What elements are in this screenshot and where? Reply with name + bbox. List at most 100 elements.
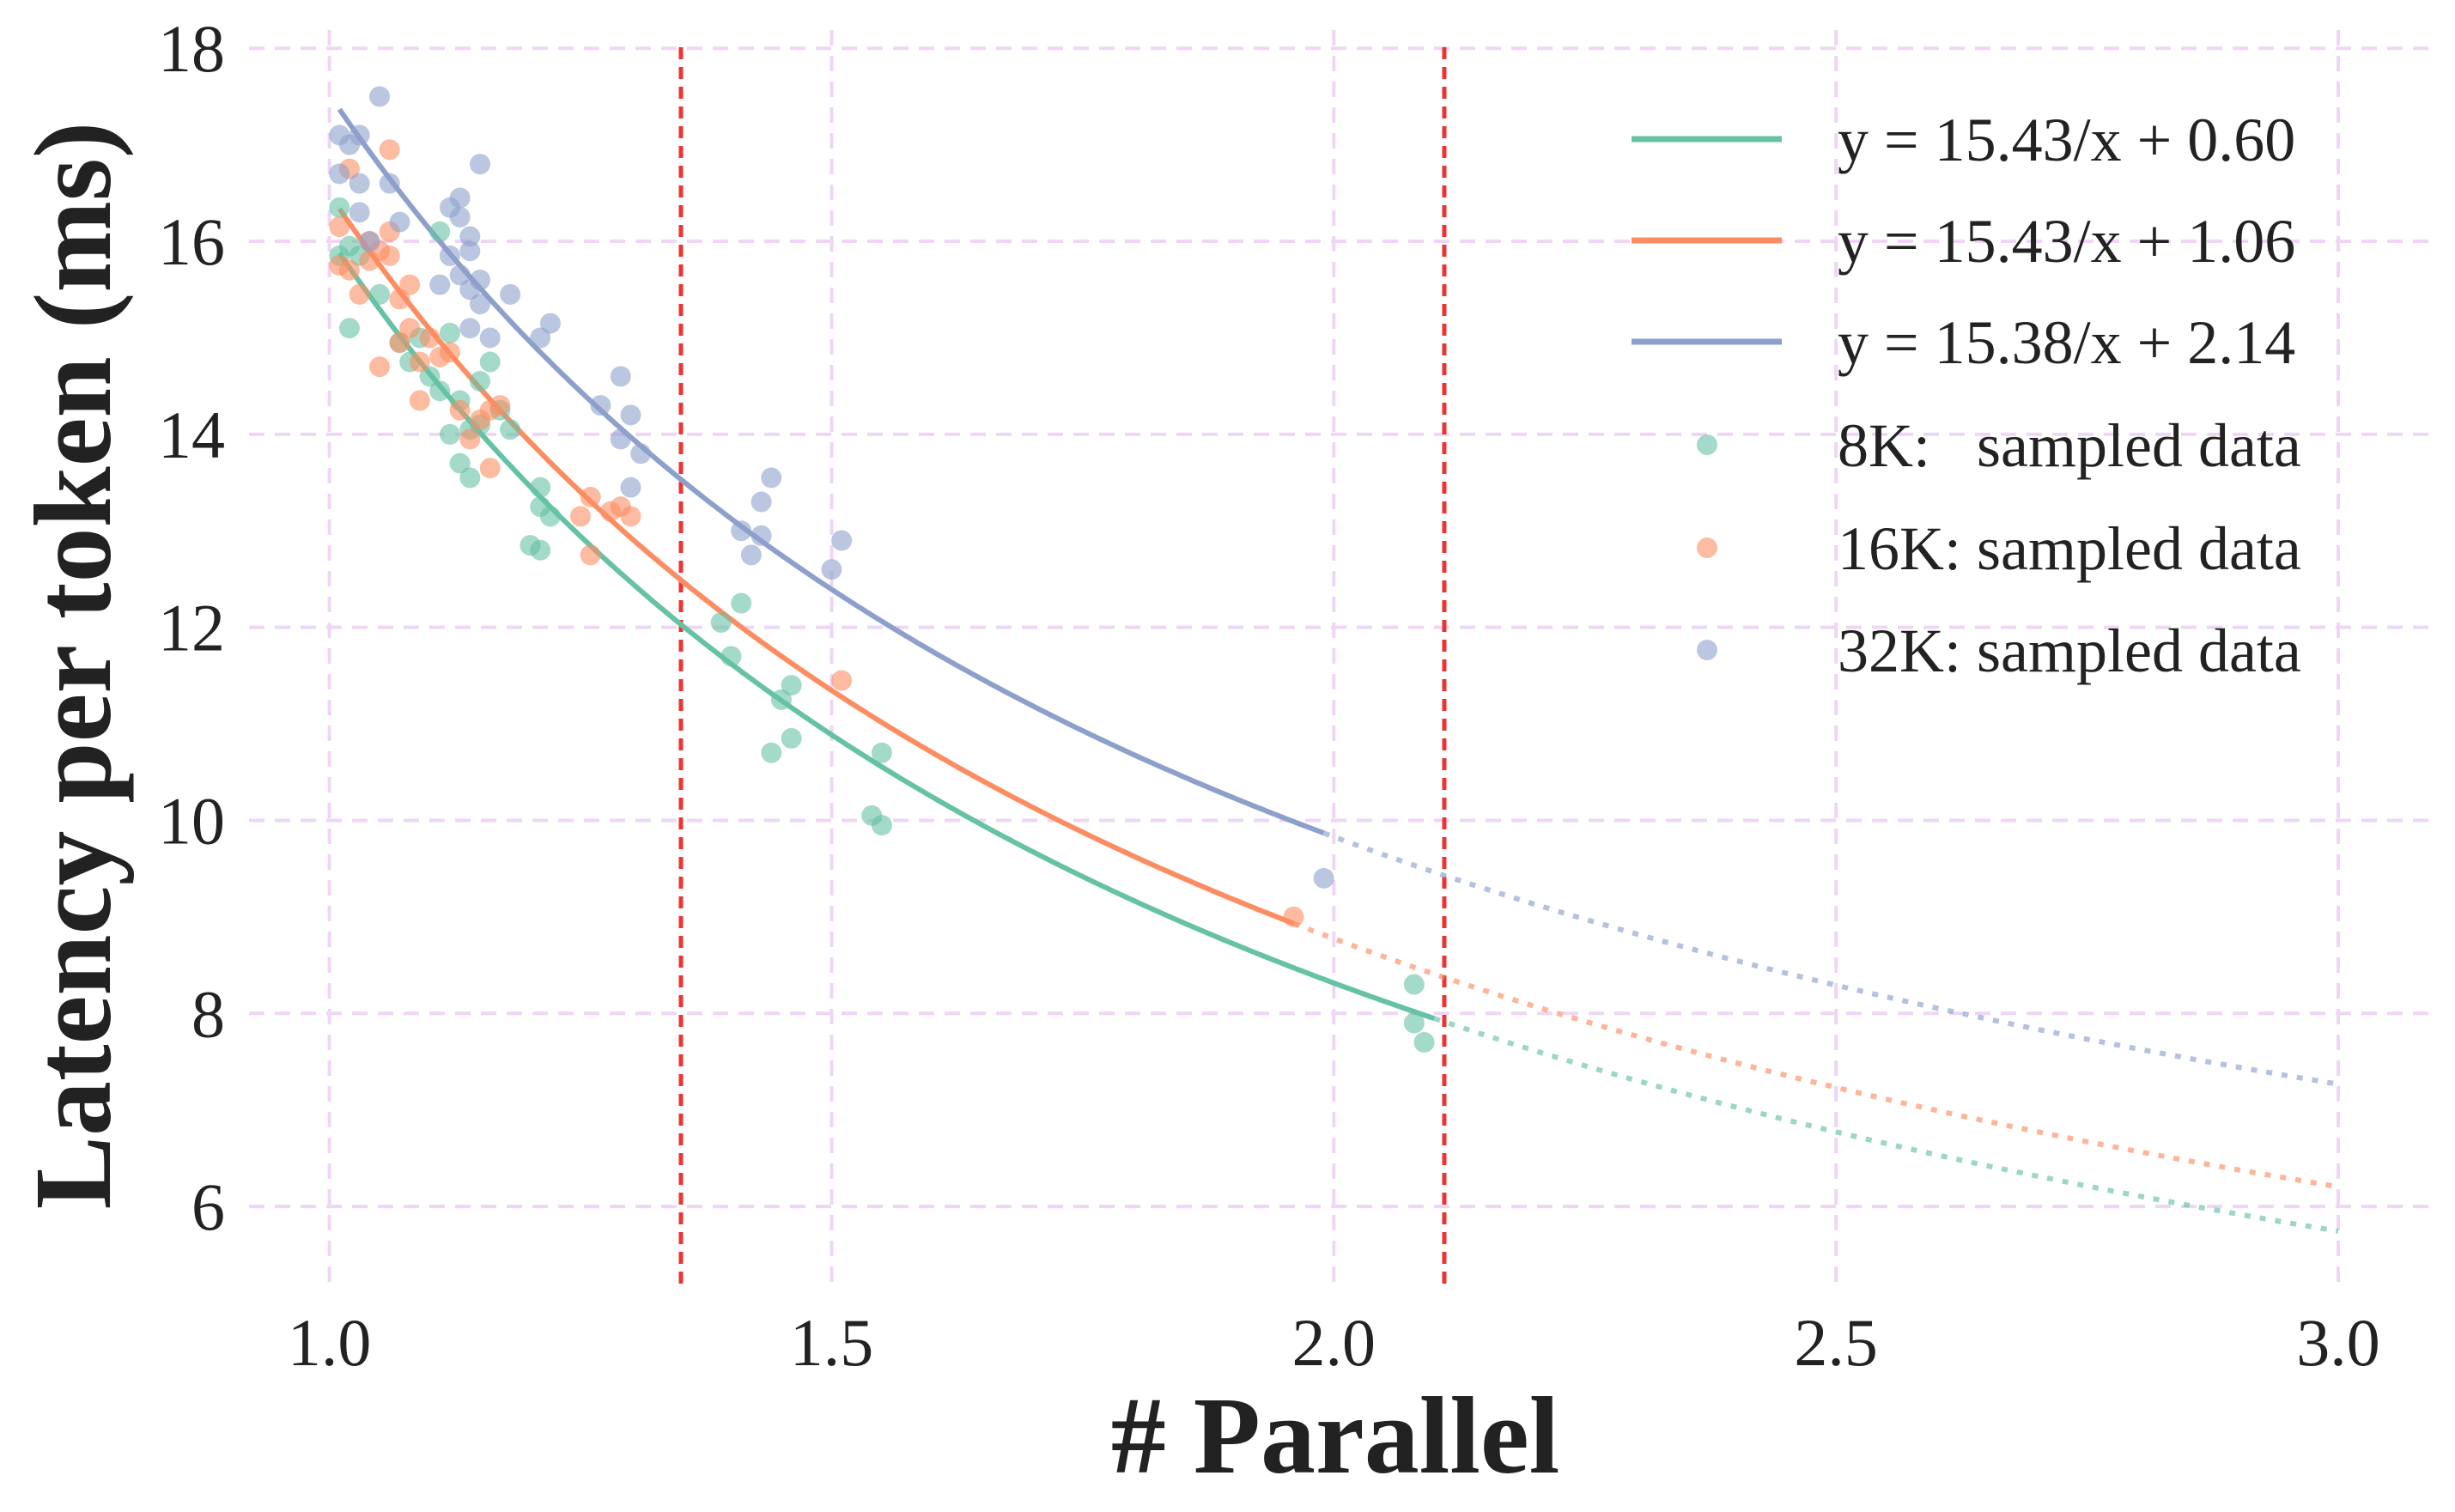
data-point-s1-22 bbox=[459, 428, 481, 450]
gridlines bbox=[249, 30, 2439, 1284]
data-point-s0-20 bbox=[479, 351, 501, 373]
data-point-s2-31 bbox=[620, 477, 641, 498]
data-point-s1-4 bbox=[349, 283, 370, 305]
data-point-s1-28 bbox=[580, 544, 601, 566]
data-point-s0-29 bbox=[720, 646, 742, 667]
data-point-s0-18 bbox=[470, 371, 491, 392]
x-tick-label-0: 1.0 bbox=[288, 1305, 372, 1380]
data-point-s2-1 bbox=[329, 163, 350, 185]
data-point-s2-36 bbox=[750, 525, 772, 546]
data-point-s1-15 bbox=[399, 274, 421, 295]
legend-label-series-2: 32K: sampled data bbox=[1838, 616, 2301, 685]
data-point-s1-20 bbox=[439, 342, 460, 363]
data-point-s0-30 bbox=[731, 592, 752, 614]
x-axis-ticks: 1.0 1.5 2.0 2.5 3.0 bbox=[288, 1305, 2380, 1380]
data-point-s2-14 bbox=[449, 206, 471, 228]
legend-marker-1 bbox=[1697, 537, 1717, 558]
data-point-s2-16 bbox=[459, 226, 481, 247]
data-point-s0-40 bbox=[1413, 1031, 1435, 1053]
data-point-s2-30 bbox=[620, 404, 641, 426]
data-point-s0-12 bbox=[439, 423, 460, 445]
data-point-s1-8 bbox=[369, 356, 391, 378]
data-point-s0-32 bbox=[770, 689, 792, 710]
x-tick-label-3: 2.5 bbox=[1794, 1305, 1878, 1380]
data-point-s0-22 bbox=[500, 419, 521, 440]
data-point-s0-11 bbox=[429, 380, 451, 402]
data-point-s0-15 bbox=[449, 452, 471, 474]
y-tick-label-1: 8 bbox=[191, 976, 225, 1051]
data-point-s1-10 bbox=[379, 245, 400, 266]
data-point-s0-5 bbox=[369, 283, 391, 305]
data-point-s2-12 bbox=[439, 245, 460, 266]
fit-curve-0 bbox=[337, 252, 1436, 1022]
fit-curve-extrapolated-1 bbox=[1292, 920, 2339, 1190]
data-point-s2-21 bbox=[470, 270, 491, 291]
data-point-s1-26 bbox=[489, 395, 511, 416]
fit-curve-extrapolated-2 bbox=[1322, 830, 2339, 1087]
legend-label-fit-1: y = 15.43/x + 1.06 bbox=[1838, 207, 2295, 276]
legend-label-fit-0: y = 15.43/x + 0.60 bbox=[1838, 106, 2295, 174]
data-point-s0-33 bbox=[781, 675, 802, 696]
x-tick-label-1: 1.5 bbox=[790, 1305, 874, 1380]
data-point-s2-35 bbox=[750, 491, 772, 513]
fit-curve-extrapolated-0 bbox=[1433, 1016, 2339, 1234]
data-point-s2-9 bbox=[389, 211, 410, 233]
data-point-s2-39 bbox=[831, 530, 853, 551]
data-point-s2-13 bbox=[449, 187, 471, 209]
data-point-s1-11 bbox=[379, 139, 400, 161]
data-point-s2-25 bbox=[530, 327, 551, 349]
data-point-s1-27 bbox=[570, 506, 592, 527]
legend-label-fit-2: y = 15.38/x + 2.14 bbox=[1838, 308, 2295, 377]
y-tick-label-4: 14 bbox=[158, 398, 225, 472]
data-point-s0-34 bbox=[781, 727, 802, 749]
y-tick-label-3: 12 bbox=[158, 591, 225, 665]
data-point-s0-26 bbox=[530, 539, 551, 561]
data-point-s2-34 bbox=[740, 544, 762, 566]
x-axis-title: # Parallel bbox=[1111, 1375, 1560, 1497]
data-point-s1-24 bbox=[479, 458, 501, 479]
y-axis-title: Latency per token (ms) bbox=[12, 122, 134, 1210]
data-point-s1-18 bbox=[419, 327, 441, 349]
data-point-s0-37 bbox=[871, 742, 892, 763]
data-point-s0-9 bbox=[419, 366, 441, 387]
legend-marker-0 bbox=[1697, 434, 1717, 455]
data-point-s2-29 bbox=[610, 428, 631, 450]
data-point-s0-24 bbox=[530, 477, 551, 498]
y-tick-label-6: 18 bbox=[158, 11, 225, 86]
data-point-s2-37 bbox=[761, 467, 782, 489]
legend-label-series-1: 16K: sampled data bbox=[1838, 514, 2301, 583]
y-axis-ticks: 6 8 10 12 14 16 18 bbox=[158, 11, 225, 1244]
data-point-s2-24 bbox=[500, 283, 521, 305]
data-point-s2-5 bbox=[349, 202, 370, 223]
data-point-s2-23 bbox=[479, 327, 501, 349]
data-points bbox=[329, 86, 1435, 1053]
data-point-s1-2 bbox=[338, 259, 360, 281]
y-tick-label-0: 6 bbox=[191, 1169, 225, 1244]
data-point-s2-32 bbox=[630, 443, 652, 465]
data-point-s1-21 bbox=[449, 399, 471, 421]
x-tick-label-4: 3.0 bbox=[2296, 1305, 2380, 1380]
data-point-s2-6 bbox=[359, 231, 380, 252]
data-point-s0-13 bbox=[439, 322, 460, 343]
data-point-s0-31 bbox=[761, 742, 782, 763]
x-tick-label-2: 2.0 bbox=[1292, 1305, 1376, 1380]
data-point-s0-0 bbox=[329, 197, 350, 218]
data-point-s2-7 bbox=[369, 86, 391, 107]
data-point-s2-26 bbox=[539, 313, 561, 334]
data-point-s0-36 bbox=[871, 815, 892, 836]
legend-label-series-0: 8K: sampled data bbox=[1838, 411, 2301, 480]
data-point-s2-40 bbox=[1313, 867, 1334, 889]
reference-lines bbox=[678, 47, 1447, 1284]
data-point-s2-8 bbox=[379, 173, 400, 194]
data-point-s1-12 bbox=[389, 288, 410, 310]
legend-marker-2 bbox=[1697, 640, 1717, 660]
legend: y = 15.43/x + 0.60 y = 15.43/x + 1.06 y = … bbox=[1632, 106, 2301, 685]
data-point-s0-27 bbox=[539, 506, 561, 527]
data-point-s2-33 bbox=[731, 520, 752, 542]
data-point-s2-27 bbox=[590, 395, 611, 416]
data-point-s1-34 bbox=[1283, 906, 1304, 927]
data-point-s2-28 bbox=[610, 366, 631, 387]
data-point-s0-10 bbox=[429, 221, 451, 242]
y-tick-label-2: 10 bbox=[158, 783, 225, 858]
